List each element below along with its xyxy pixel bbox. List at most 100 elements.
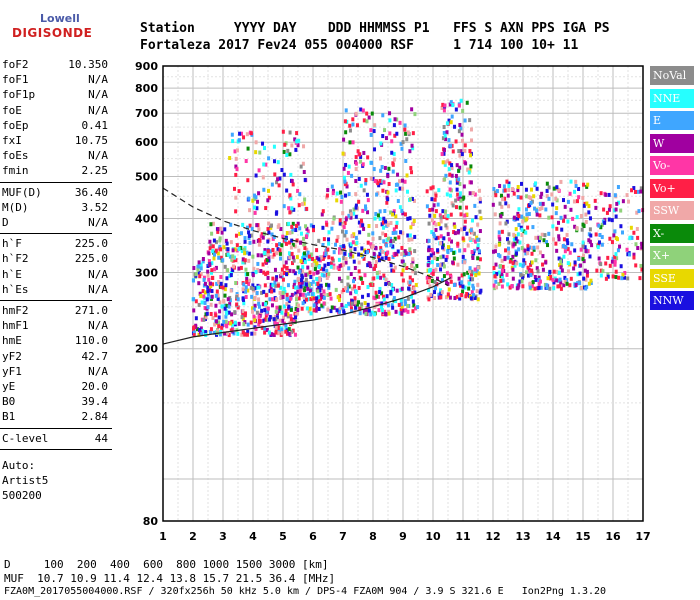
echo-point <box>579 213 583 218</box>
echo-point <box>365 308 369 313</box>
echo-point <box>221 285 225 290</box>
echo-point <box>321 256 325 261</box>
echo-point <box>559 286 563 291</box>
echo-point <box>453 296 457 301</box>
echo-point <box>632 186 636 191</box>
echo-point <box>573 248 577 253</box>
echo-point <box>267 230 271 235</box>
echo-point <box>593 198 597 203</box>
echo-point <box>310 263 314 268</box>
echo-point <box>268 288 272 293</box>
echo-point <box>429 186 433 191</box>
echo-point <box>241 257 245 262</box>
echo-point <box>434 286 438 291</box>
echo-point <box>223 293 227 298</box>
echo-point <box>633 189 637 194</box>
echo-point <box>201 256 205 261</box>
echo-point <box>244 267 248 272</box>
echo-point <box>378 290 382 295</box>
echo-point <box>272 332 276 337</box>
y-tick-label: 80 <box>143 515 159 528</box>
echo-point <box>348 140 352 145</box>
echo-point <box>549 274 553 279</box>
echo-point <box>594 232 598 237</box>
echo-point <box>473 239 477 244</box>
echo-point <box>500 258 504 263</box>
echo-point <box>427 288 431 293</box>
echo-point <box>384 243 388 248</box>
echo-point <box>329 264 333 269</box>
echo-point <box>275 297 279 302</box>
y-tick-label: 700 <box>135 107 158 120</box>
echo-point <box>406 296 410 301</box>
echo-point <box>562 283 566 288</box>
param-row: foEp 0.41 <box>2 119 108 134</box>
echo-point <box>615 256 619 261</box>
echo-point <box>468 191 472 196</box>
echo-point <box>224 283 228 288</box>
echo-point <box>446 292 450 297</box>
echo-point <box>315 248 319 253</box>
x-tick-label: 5 <box>279 530 287 543</box>
echo-point <box>453 124 457 129</box>
echo-point <box>205 311 209 316</box>
echo-point <box>398 120 402 125</box>
distance-row: D 100 200 400 600 800 1000 1500 3000 [km… <box>4 558 329 571</box>
echo-point <box>517 213 521 218</box>
echo-point <box>429 253 433 258</box>
echo-point <box>254 326 258 331</box>
echo-point <box>394 188 398 193</box>
echo-point <box>312 271 316 276</box>
echo-point <box>339 199 343 204</box>
echo-point <box>217 320 221 325</box>
echo-point <box>506 246 510 251</box>
echo-point <box>524 251 528 256</box>
echo-point <box>466 243 470 248</box>
echo-point <box>266 227 270 232</box>
legend-item: SSW <box>650 201 694 220</box>
echo-point <box>207 277 211 282</box>
echo-point <box>209 311 213 316</box>
echo-point <box>386 250 390 255</box>
echo-point <box>511 267 515 272</box>
echo-point <box>293 244 297 249</box>
echo-point <box>619 208 623 213</box>
echo-point <box>406 280 410 285</box>
echo-point <box>507 204 511 209</box>
echo-point <box>589 233 593 238</box>
echo-point <box>445 130 449 135</box>
echo-point <box>520 227 524 232</box>
echo-point <box>511 187 515 192</box>
echo-point <box>359 154 363 159</box>
param-row: yF2 42.7 <box>2 350 108 365</box>
echo-point <box>273 267 277 272</box>
echo-point <box>263 330 267 335</box>
echo-point <box>391 244 395 249</box>
echo-point <box>434 267 438 272</box>
echo-point <box>410 107 414 112</box>
echo-point <box>437 188 441 193</box>
echo-point <box>209 327 213 332</box>
echo-point <box>452 222 456 227</box>
echo-point <box>583 245 587 250</box>
echo-point <box>222 319 226 324</box>
param-row: B0 39.4 <box>2 395 108 410</box>
echo-point <box>562 218 566 223</box>
echo-point <box>308 270 312 275</box>
echo-point <box>388 111 392 116</box>
echo-point <box>498 201 502 206</box>
echo-point <box>390 283 394 288</box>
echo-point <box>274 283 278 288</box>
echo-point <box>258 320 262 325</box>
echo-point <box>571 216 575 221</box>
echo-point <box>386 236 390 241</box>
echo-point <box>463 143 467 148</box>
echo-point <box>607 192 611 197</box>
param-name: M(D) <box>2 200 29 214</box>
echo-point <box>413 112 417 117</box>
echo-point <box>294 228 298 233</box>
echo-point <box>257 297 261 302</box>
echo-point <box>312 308 316 313</box>
echo-point <box>630 235 634 240</box>
echo-point <box>401 211 405 216</box>
